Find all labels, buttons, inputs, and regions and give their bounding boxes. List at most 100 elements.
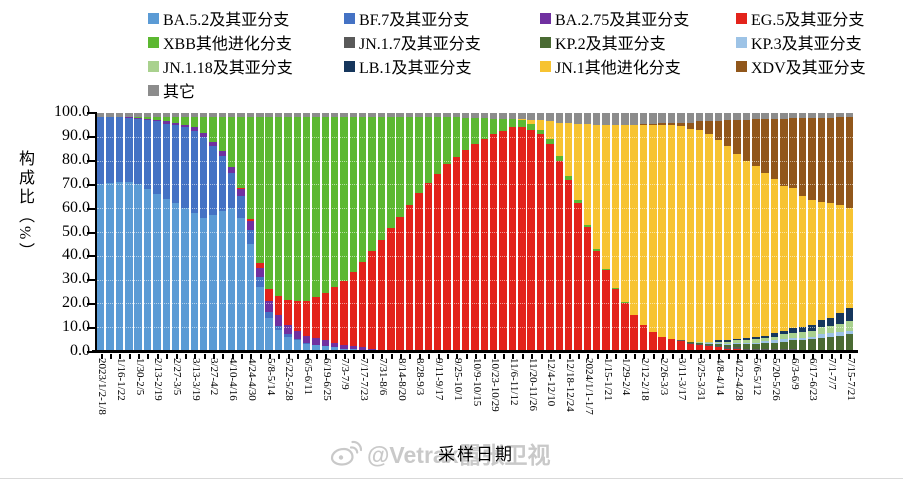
bar-segment (181, 116, 189, 125)
bar-segment (780, 113, 788, 120)
bar-segment (695, 129, 704, 342)
x-tick (278, 354, 281, 359)
bar-segment (293, 340, 301, 351)
x-tick (680, 354, 683, 359)
gridline (97, 184, 855, 186)
bar-segment (733, 339, 741, 341)
bar-segment (602, 124, 610, 269)
bar-segment (686, 343, 694, 351)
bar-segment (798, 113, 807, 118)
bar-segment (424, 116, 432, 184)
x-tick-label: 12/4-12/10 (545, 358, 558, 407)
bar-segment (761, 342, 769, 349)
x-tick (606, 354, 608, 359)
stacked-bar (396, 113, 404, 351)
bar-segment (349, 272, 358, 347)
x-tick (765, 354, 768, 359)
stacked-bar (536, 113, 545, 351)
bar-segment (761, 348, 769, 350)
bar-segment (256, 262, 264, 268)
gridline (97, 160, 855, 162)
x-tick (353, 354, 356, 359)
bar-segment (695, 343, 704, 346)
bar-segment (780, 334, 788, 340)
legend-swatch-icon (148, 61, 159, 72)
bar-segment (845, 334, 854, 350)
bar-segment (836, 331, 844, 336)
bar-segment (546, 113, 554, 122)
x-tick (549, 354, 552, 359)
bar-segment (752, 348, 760, 350)
bar-segment (649, 331, 657, 351)
bar-segment (817, 320, 826, 328)
bar-segment (490, 113, 498, 119)
bar-segment (686, 342, 694, 344)
bar-segment (780, 341, 788, 349)
bar-segment (359, 113, 367, 117)
x-tick (465, 354, 468, 359)
bar-segment (293, 330, 301, 340)
stacked-bar (171, 113, 180, 351)
y-tick (87, 135, 95, 138)
bar-segment (480, 139, 489, 351)
bar-segment (181, 113, 189, 117)
x-tick (222, 354, 225, 359)
bar-segment (789, 348, 797, 350)
bar-segment (742, 348, 751, 350)
stacked-bar (639, 113, 648, 351)
stacked-bar (611, 113, 620, 351)
bar-segment (368, 251, 376, 349)
stacked-bar (134, 113, 142, 351)
bar-segment (695, 113, 704, 122)
bar-segment (405, 204, 414, 351)
bar-segment (293, 113, 301, 117)
x-tick (184, 354, 187, 359)
bar-segment (723, 345, 732, 348)
y-tick-label: 90.0 (62, 126, 90, 144)
bar-segment (817, 202, 826, 321)
bar-segment (321, 292, 330, 341)
bar-segment (302, 335, 311, 343)
x-tick-label: 7/17-7/23 (358, 358, 371, 401)
weibo-icon (330, 440, 362, 466)
bar-segment (218, 113, 227, 117)
bar-segment (209, 141, 217, 147)
bar-segment (574, 113, 582, 124)
stacked-bar (237, 113, 245, 351)
x-tick (774, 354, 777, 359)
y-tick-label: 60.0 (62, 198, 90, 216)
bar-segment (199, 136, 208, 218)
bar-segment (602, 270, 610, 351)
x-tick-label: 1/16-1/22 (114, 358, 127, 401)
bar-segment (508, 127, 517, 351)
stacked-bar (518, 113, 526, 351)
bar-segment (218, 155, 227, 211)
bar-segment (742, 340, 751, 343)
x-tick (643, 354, 646, 359)
bar-segment (555, 122, 563, 156)
x-tick (119, 354, 122, 359)
x-tick-label: 1/15-1/21 (601, 358, 614, 401)
bar-segment (761, 335, 769, 338)
bar-segment (714, 121, 723, 141)
bar-segment (461, 117, 470, 150)
bar-segment (368, 113, 376, 117)
legend-swatch-icon (344, 13, 355, 24)
x-tick (437, 354, 440, 359)
bar-segment (761, 119, 769, 173)
x-axis-title: 采样日期 (438, 445, 514, 464)
bar-segment (134, 113, 142, 117)
bar-segment (780, 348, 788, 350)
bar-segment (452, 113, 461, 117)
bar-segment (789, 113, 797, 118)
bar-segment (583, 224, 592, 228)
legend-item-6: KP.2及其亚分支 (540, 30, 736, 54)
bar-segment (340, 113, 348, 117)
x-tick-label: 7/3-7/9 (339, 358, 352, 390)
x-tick (512, 354, 515, 359)
bar-segment (798, 340, 807, 350)
stacked-bar (471, 113, 479, 351)
legend-item-4: XBB其他进化分支 (148, 30, 344, 54)
bar-segment (396, 116, 404, 217)
bar-segment (527, 120, 535, 124)
